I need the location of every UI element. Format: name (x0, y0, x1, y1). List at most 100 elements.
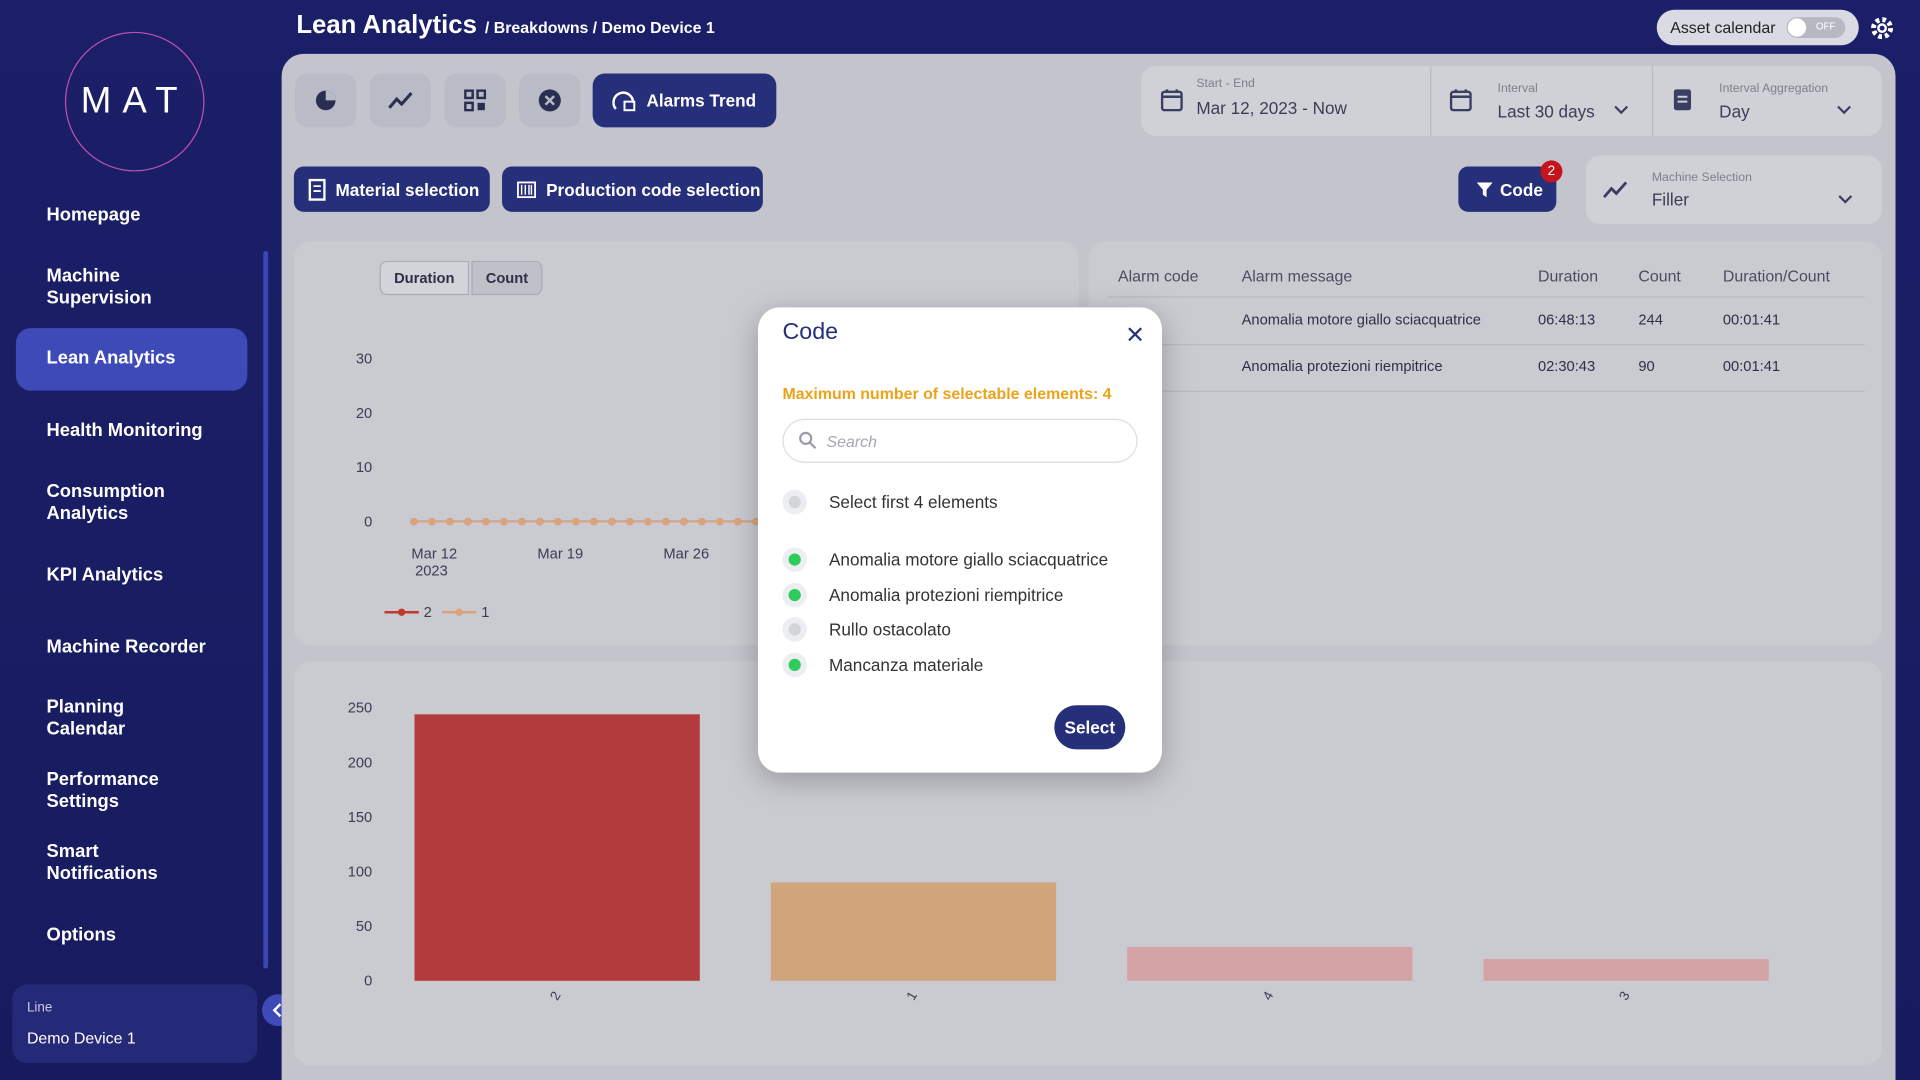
menu-item[interactable]: Health Monitoring (29, 420, 203, 442)
menu-item[interactable]: Machine Supervision (29, 266, 152, 310)
menu-item[interactable]: Smart Notifications (29, 841, 158, 885)
y-tick-label: 0 (364, 515, 372, 531)
menu-label-line: Lean Analytics (46, 347, 176, 369)
table-header: Count (1638, 266, 1681, 286)
data-point (608, 517, 616, 526)
asset-calendar[interactable]: Asset calendar OFF (1656, 9, 1859, 46)
x-circle-icon (538, 89, 561, 112)
dropdown-icon[interactable] (1614, 105, 1629, 115)
toggle[interactable]: OFF (1786, 17, 1846, 38)
table-cell: 90 (1638, 357, 1655, 375)
aggregation-value[interactable]: Day (1719, 101, 1750, 122)
menu-item[interactable]: Homepage (29, 204, 141, 226)
menu-label-line: Settings (46, 791, 120, 812)
asset-calendar-label: Asset calendar (1670, 18, 1776, 37)
x-tick-label: 3 (1616, 989, 1633, 1003)
code-badge: 2 (1540, 160, 1563, 183)
line-value: Demo Device 1 (26, 1028, 136, 1047)
option-label: Anomalia protezioni riempitrice (828, 584, 1064, 605)
menu-label: Smart Notifications (47, 841, 158, 885)
trend-tab[interactable] (369, 73, 432, 128)
search-input[interactable]: Search (782, 418, 1138, 463)
data-point (752, 517, 760, 526)
divider (1651, 66, 1654, 136)
menu-item[interactable]: Machine Recorder (29, 637, 206, 659)
menu-item[interactable]: Planning Calendar (29, 696, 126, 741)
bar (1483, 958, 1769, 981)
material-button[interactable]: Material selection (293, 166, 490, 212)
date-controls: Start - End Mar 12, 2023 - Now Interval … (1141, 66, 1883, 136)
breadcrumb[interactable]: / Breakdowns (484, 18, 589, 37)
close-tab[interactable] (519, 73, 581, 128)
radio-dot (788, 588, 801, 601)
active-highlight (15, 328, 248, 391)
toggle-text: OFF (1815, 20, 1836, 32)
x-tick-label: Mar 26 (663, 546, 709, 562)
menu-label-line: Planning (46, 696, 125, 718)
x-tick-label: 4 (1260, 988, 1277, 1002)
legend-label[interactable]: 1 (481, 605, 489, 621)
menu-item[interactable]: Options (29, 924, 116, 946)
menu-item[interactable]: KPI Analytics (29, 564, 164, 586)
tab-label: Alarms Trend (646, 90, 757, 111)
menu-item[interactable]: Performance Settings (29, 768, 159, 813)
select-all[interactable]: Select first 4 elements (782, 489, 998, 515)
option[interactable]: Rullo ostacolato (782, 617, 951, 642)
date-range-value[interactable]: Mar 12, 2023 - Now (1196, 97, 1347, 118)
radio (782, 652, 807, 677)
menu-label: Lean Analytics (47, 348, 176, 370)
table-cell: 06:48:13 (1537, 311, 1596, 329)
logo[interactable]: MAT (64, 31, 205, 172)
settings-icon[interactable] (1870, 16, 1894, 40)
machine-selection[interactable]: Machine Selection Filler (1585, 155, 1883, 225)
data-point (464, 517, 472, 526)
menu-label-line: Smart (46, 841, 99, 863)
menu-label-line: Homepage (46, 204, 141, 226)
table-header: Alarm message (1241, 266, 1353, 286)
menu-item[interactable]: Consumption Analytics (29, 481, 165, 525)
menu-label: Options (47, 924, 116, 946)
x-tick-label: 1 (903, 989, 920, 1003)
radio-dot (788, 553, 801, 566)
line-card[interactable]: Line Demo Device 1 (12, 984, 258, 1063)
scrollbar (263, 251, 269, 969)
menu-label: Machine Supervision (47, 266, 152, 310)
alarms-trend-tab[interactable]: Alarms Trend (592, 73, 777, 128)
breadcrumb[interactable]: / Demo Device 1 (592, 18, 715, 37)
production-code-button[interactable]: Production code selection (502, 166, 763, 212)
option-label: Anomalia motore giallo sciacquatrice (828, 549, 1109, 570)
qr-tab[interactable] (444, 73, 506, 128)
code-button[interactable]: Code (1458, 166, 1557, 212)
page-title: Lean Analytics (296, 11, 477, 40)
machine-value: Filler (1651, 189, 1689, 210)
button-label: Production code selection (546, 179, 761, 199)
legend-label[interactable]: 2 (424, 605, 432, 621)
menu-label-line: Options (46, 924, 116, 946)
calendar-icon (1160, 89, 1183, 112)
count-toggle[interactable]: Count (471, 260, 543, 296)
option[interactable]: Anomalia protezioni riempitrice (782, 582, 1064, 607)
dropdown-icon[interactable] (1837, 105, 1852, 115)
option[interactable]: Anomalia motore giallo sciacquatrice (782, 547, 1109, 572)
pie-icon (315, 90, 336, 111)
data-point (482, 517, 490, 526)
menu-label-line: Performance (46, 768, 159, 790)
menu-label: Health Monitoring (47, 420, 203, 442)
data-point (572, 517, 580, 526)
option[interactable]: Mancanza materiale (782, 652, 983, 677)
radio (782, 489, 807, 515)
line-label: Line (26, 1000, 53, 1016)
pie-tab[interactable] (295, 73, 357, 128)
select-button[interactable]: Select (1054, 705, 1126, 750)
interval-value[interactable]: Last 30 days (1497, 101, 1595, 122)
menu-label: KPI Analytics (47, 564, 164, 586)
close-button[interactable] (1128, 327, 1143, 342)
menu-item[interactable]: Lean Analytics (29, 348, 176, 370)
modal-warning: Maximum number of selectable elements: 4 (782, 384, 1112, 403)
data-point (734, 517, 742, 526)
data-point (518, 517, 526, 526)
table-cell: 00:01:41 (1722, 311, 1781, 329)
duration-toggle[interactable]: Duration (379, 260, 469, 296)
